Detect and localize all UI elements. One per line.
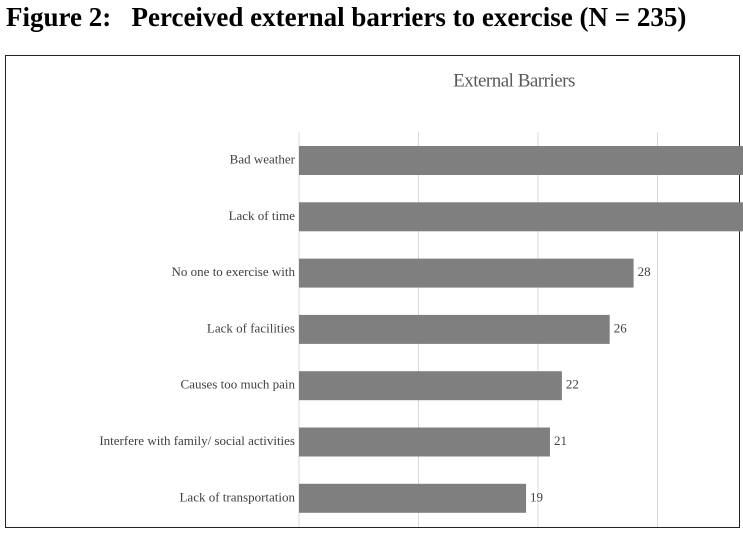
chart-frame <box>5 55 740 528</box>
bar <box>299 314 610 344</box>
value-label: 19 <box>530 489 543 504</box>
category-label: No one to exercise with <box>172 264 296 279</box>
category-label: Causes too much pain <box>181 377 296 392</box>
category-label: Interfere with family/ social activities <box>99 433 295 448</box>
value-label: 21 <box>554 433 567 448</box>
category-label: Lack of time <box>229 208 296 223</box>
bar <box>299 146 743 175</box>
bar <box>299 202 743 232</box>
bar <box>299 258 634 288</box>
value-label: 28 <box>638 264 651 279</box>
bar <box>299 371 562 401</box>
value-label: 22 <box>566 377 579 392</box>
value-label: 26 <box>614 320 628 335</box>
chart-title: External Barriers <box>453 70 575 91</box>
category-label: Lack of facilities <box>207 320 295 335</box>
category-label: Bad weather <box>230 151 296 166</box>
category-label: Lack of transportation <box>179 489 295 504</box>
bar <box>299 483 527 513</box>
bar <box>299 427 550 457</box>
figure-caption: Figure 2: Perceived external barriers to… <box>6 2 686 32</box>
